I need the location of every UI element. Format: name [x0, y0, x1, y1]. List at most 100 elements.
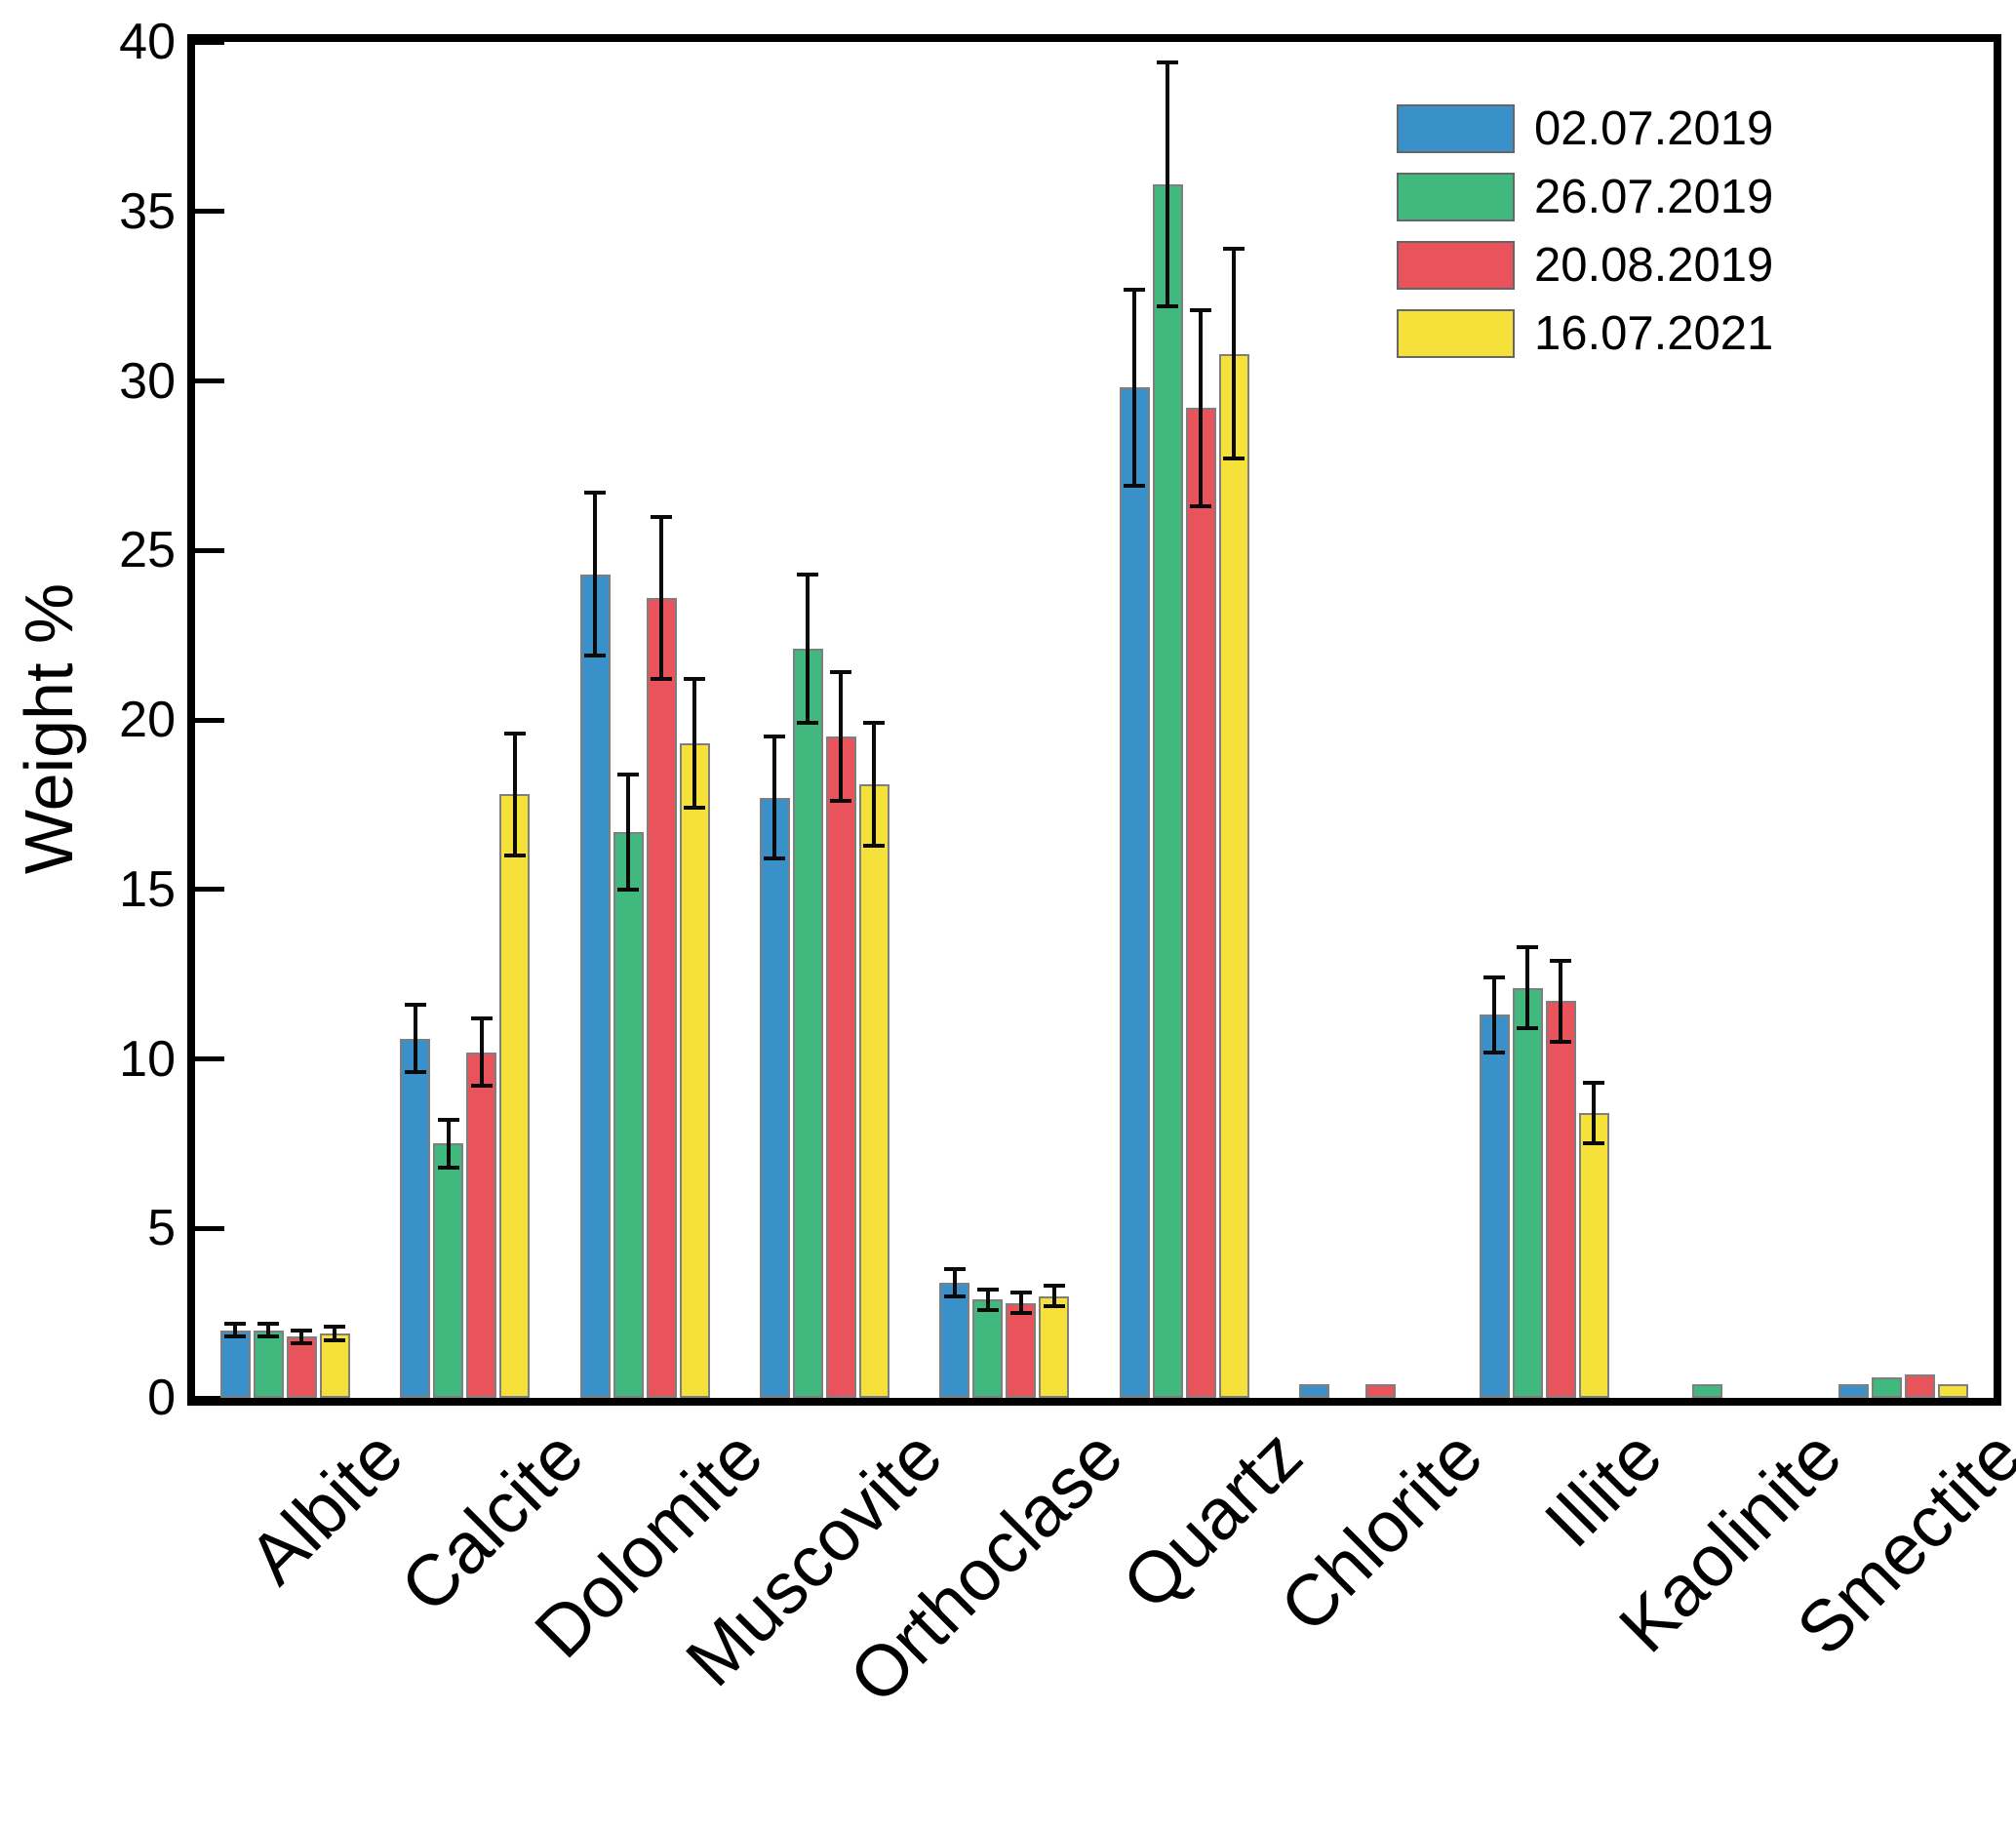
bar-albite-20.08.2019	[286, 1336, 317, 1398]
bar-dolomite-02.07.2019	[579, 574, 611, 1398]
bar-orthoclase-02.07.2019	[939, 1282, 970, 1398]
y-tick-label: 20	[119, 692, 176, 748]
y-tick-mark	[195, 887, 224, 893]
error-bar-cap	[291, 1341, 313, 1346]
bar-smectite-16.07.2021	[1938, 1384, 1969, 1398]
error-bar-cap	[1043, 1304, 1065, 1309]
bar-smectite-26.07.2019	[1872, 1377, 1903, 1398]
legend-entry: 02.07.2019	[1397, 102, 1774, 155]
bar-quartz-02.07.2019	[1119, 387, 1150, 1398]
error-bar-cap	[943, 1266, 966, 1271]
error-bar-cap	[976, 1307, 999, 1312]
legend-label: 16.07.2021	[1534, 307, 1774, 360]
error-bar-cap	[503, 854, 526, 857]
error-bar-cap	[1157, 304, 1179, 309]
bar-calcite-02.07.2019	[400, 1038, 431, 1398]
error-bar-cap	[257, 1334, 280, 1339]
y-tick-label: 30	[119, 352, 176, 410]
y-tick-label: 40	[119, 14, 176, 70]
y-tick-mark	[195, 39, 224, 45]
error-bar-cap	[584, 491, 606, 496]
error-bar-cap	[863, 721, 886, 726]
error-bar	[1051, 1286, 1056, 1307]
error-bar	[985, 1289, 990, 1310]
error-bar	[1199, 309, 1204, 507]
error-bar-cap	[404, 1070, 426, 1075]
bar-orthoclase-16.07.2021	[1039, 1295, 1070, 1398]
bar-quartz-26.07.2019	[1152, 183, 1183, 1398]
error-bar	[806, 574, 810, 724]
y-tick-mark	[195, 1395, 224, 1401]
error-bar	[1559, 960, 1562, 1043]
error-bar-cap	[1517, 1026, 1538, 1031]
error-bar-cap	[1550, 958, 1571, 963]
legend-swatch-series-3	[1397, 309, 1515, 358]
bar-dolomite-26.07.2019	[613, 831, 644, 1398]
error-bar-cap	[1009, 1311, 1032, 1316]
error-bar-cap	[224, 1334, 247, 1339]
bar-muscovite-02.07.2019	[759, 797, 790, 1398]
bar-smectite-20.08.2019	[1905, 1373, 1936, 1398]
error-bar-cap	[324, 1337, 346, 1342]
error-bar-cap	[404, 1002, 426, 1007]
error-bar-cap	[684, 806, 705, 811]
legend-entry: 26.07.2019	[1397, 171, 1774, 223]
error-bar-cap	[651, 677, 672, 682]
error-bar-cap	[1223, 246, 1245, 251]
error-bar	[512, 733, 517, 855]
error-bar	[299, 1330, 304, 1344]
legend-entry: 16.07.2021	[1397, 307, 1774, 360]
y-tick-mark	[195, 209, 224, 215]
error-bar	[692, 679, 696, 809]
error-bar-cap	[684, 677, 705, 682]
error-bar	[233, 1323, 238, 1337]
error-bar-cap	[976, 1287, 999, 1292]
error-bar	[1592, 1082, 1596, 1144]
legend-label: 26.07.2019	[1534, 171, 1774, 223]
error-bar-cap	[1583, 1141, 1604, 1146]
error-bar-cap	[764, 856, 786, 861]
y-tick-label: 0	[147, 1370, 176, 1426]
y-tick-mark	[195, 1225, 224, 1231]
bar-kaolinite-26.07.2019	[1691, 1384, 1722, 1398]
error-bar-cap	[1009, 1291, 1032, 1295]
bar-smectite-02.07.2019	[1838, 1384, 1870, 1398]
legend-swatch-series-0	[1397, 104, 1515, 153]
bar-quartz-16.07.2021	[1218, 353, 1249, 1398]
legend-label: 02.07.2019	[1534, 102, 1774, 155]
bar-orthoclase-20.08.2019	[1006, 1302, 1037, 1398]
error-bar-cap	[830, 670, 852, 675]
error-bar	[1232, 248, 1237, 459]
error-bar	[952, 1268, 957, 1296]
y-tick-label: 15	[119, 860, 176, 918]
error-bar-cap	[324, 1325, 346, 1330]
bar-dolomite-16.07.2021	[679, 743, 710, 1398]
error-bar	[839, 672, 844, 802]
error-bar	[266, 1323, 271, 1337]
bar-muscovite-26.07.2019	[792, 649, 823, 1398]
bar-albite-26.07.2019	[253, 1330, 284, 1398]
error-bar-cap	[1190, 504, 1212, 509]
bar-calcite-20.08.2019	[466, 1052, 497, 1398]
bar-albite-02.07.2019	[219, 1330, 251, 1398]
error-bar	[1525, 946, 1529, 1029]
legend-swatch-series-2	[1397, 241, 1515, 290]
error-bar	[872, 723, 877, 846]
bar-chart: Weight % 0 5 10 15 20 25 30 35 40 Albite Calcite D…	[11, 14, 2016, 1719]
y-tick-mark	[195, 717, 224, 723]
error-bar-cap	[1223, 457, 1245, 461]
y-tick-label: 35	[119, 182, 176, 240]
error-bar-cap	[1517, 944, 1538, 949]
error-bar	[593, 493, 597, 656]
error-bar-cap	[651, 514, 672, 519]
error-bar-cap	[617, 772, 639, 776]
error-bar-cap	[503, 731, 526, 736]
error-bar	[333, 1327, 337, 1340]
y-tick-label: 5	[147, 1200, 176, 1257]
error-bar-cap	[1483, 975, 1505, 980]
error-bar-cap	[470, 1015, 493, 1020]
y-tick-mark	[195, 547, 224, 553]
error-bar-cap	[1043, 1284, 1065, 1289]
bar-chlorite-02.07.2019	[1299, 1384, 1330, 1398]
bar-illite-16.07.2021	[1578, 1113, 1609, 1398]
